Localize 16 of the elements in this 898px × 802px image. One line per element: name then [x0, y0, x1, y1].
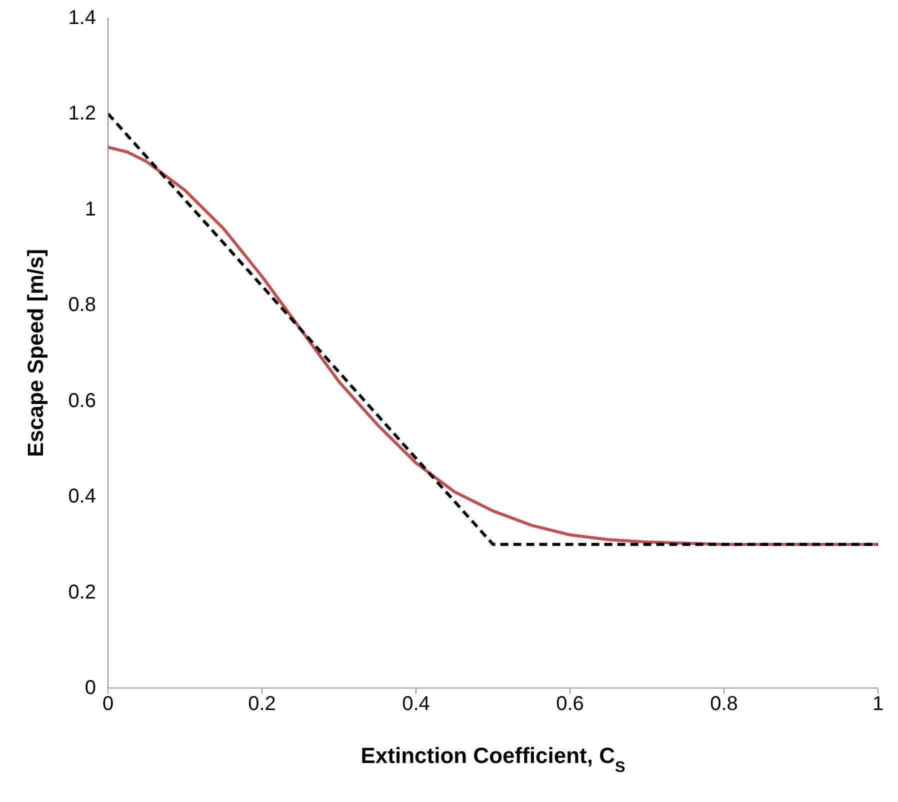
y-tick-label: 1 [84, 198, 96, 220]
x-axis-title: Extinction Coefficient, C$_{S}$ [360, 743, 626, 776]
y-axis-title: Escape Speed [m/s] [23, 249, 48, 457]
x-tick-label: 0.4 [402, 693, 430, 716]
x-tick-label: 0 [102, 693, 114, 716]
y-tick-label: 0 [84, 677, 96, 699]
y-tick-label: 0.8 [68, 294, 96, 316]
x-tick-label: 0.6 [556, 693, 584, 716]
x-tick-label: 0.8 [710, 693, 738, 716]
x-tick-label: 1 [872, 693, 884, 716]
y-tick-label: 1.2 [68, 102, 96, 125]
y-tick-label: 0.2 [68, 581, 96, 604]
y-tick-label: 0.6 [68, 390, 96, 412]
x-tick-label: 0.2 [248, 693, 276, 716]
y-tick-label: 1.4 [68, 7, 96, 29]
y-tick-label: 0.4 [68, 486, 96, 508]
